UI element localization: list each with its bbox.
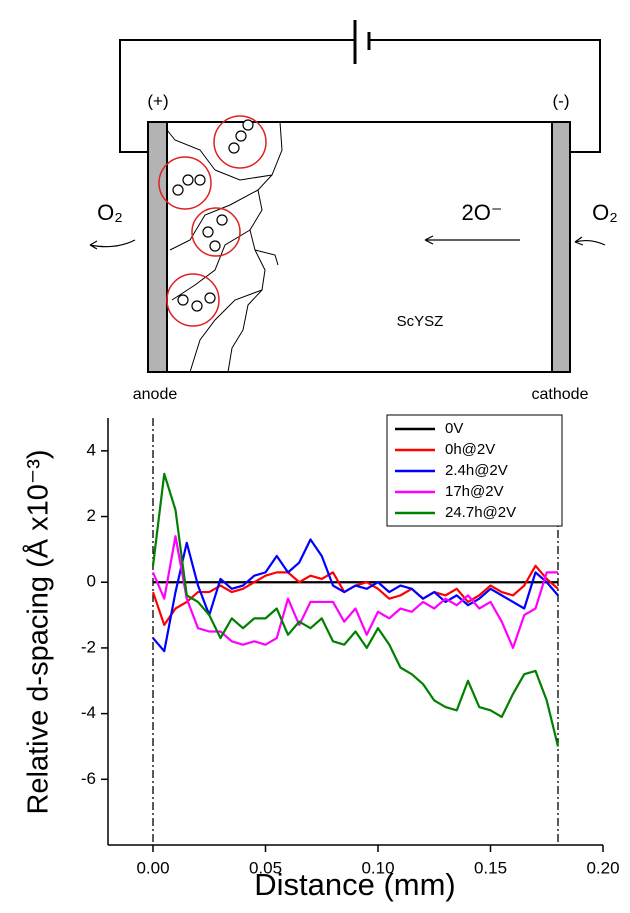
legend-label: 2.4h@2V [445,462,508,479]
x-tick-label: 0.15 [474,858,507,877]
legend-label: 0V [445,420,463,437]
legend-label: 17h@2V [445,483,504,500]
x-tick-label: 0.20 [586,858,619,877]
cathode-plate [551,121,571,373]
gas-label: O₂ [592,200,618,225]
y-tick-label: 2 [87,506,96,525]
y-tick-label: 4 [87,440,96,459]
y-tick-label: 0 [87,572,96,591]
y-axis-title: Relative d-spacing (Å x10⁻³) [22,449,55,814]
highlight [213,115,267,169]
highlight [191,207,241,257]
anode-label: anode [133,386,178,403]
atom [172,184,184,196]
atom [242,119,254,131]
cathode-sign: (-) [553,91,570,110]
electrolyte [166,121,553,373]
series-line [151,535,558,650]
gas-label: O₂ [97,200,123,225]
grain [227,121,283,373]
atom [191,300,203,312]
y-tick-label: -6 [81,769,96,788]
atom [209,240,221,252]
grain [189,289,263,373]
wire [369,39,601,153]
atom [204,292,216,304]
series-line [152,538,559,653]
arrow [424,235,520,245]
grain [214,169,273,181]
atom [228,142,240,154]
atom [182,174,194,186]
grain [166,129,216,171]
series-line [151,564,559,627]
atom [202,226,214,238]
grain [169,189,259,251]
y-tick-label: -2 [81,637,96,656]
wire [119,39,355,153]
anode-plate [147,121,168,373]
anode-sign: (+) [147,91,168,110]
grain [254,249,279,266]
atom [194,174,206,186]
atom [177,294,189,306]
defect-circles [158,115,267,327]
highlight [158,156,212,210]
legend-label: 0h@2V [445,441,495,458]
atom [216,214,228,226]
grain-boundaries [166,121,283,373]
x-tick-label: 0.10 [361,858,394,877]
atoms [172,119,254,312]
grain [171,229,251,301]
highlight [166,273,220,327]
cathode-label: cathode [532,386,589,403]
atom [235,130,247,142]
arrow [574,236,606,246]
series-line [151,472,560,747]
material-label: ScYSZ [397,313,444,330]
x-tick-label: 0.05 [249,858,282,877]
x-axis-title: Distance (mm) [254,867,456,902]
legend-label: 24.7h@2V [445,504,516,521]
cell-diagram [89,20,606,373]
ion-label: 2O⁻ [462,200,503,225]
arrow [89,239,136,250]
x-tick-label: 0.00 [136,858,169,877]
y-tick-label: -4 [81,703,96,722]
